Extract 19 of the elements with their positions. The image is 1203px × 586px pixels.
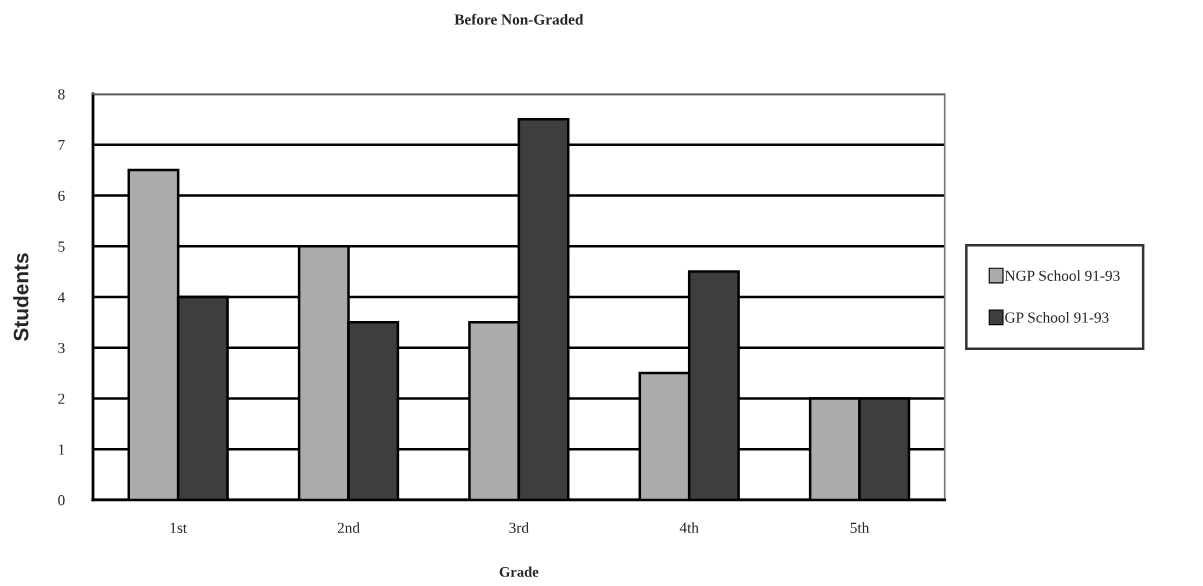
y-tick-label: 2 [58,393,65,404]
y-tick-label: 3 [58,342,65,354]
y-tick-label: 0 [58,495,65,506]
y-tick-label: 1 [58,444,65,455]
y-axis-title: Students [13,253,29,341]
y-tick-label: 4 [57,292,65,303]
x-tick-label: 1st [170,522,187,533]
chart-title: Before Non-Graded [454,13,584,25]
y-tick-label: 7 [58,140,65,151]
y-tick-label: 8 [58,89,65,100]
x-tick-label: 3rd [509,522,529,533]
y-tick-label: 5 [58,241,65,252]
y-tick-label: 6 [58,190,65,201]
x-tick-label: 2nd [337,522,360,533]
x-axis-title: Grade [499,566,539,577]
legend-label: GP School 91-93 [1005,311,1109,323]
x-tick-label: 4th [679,522,699,533]
x-tick-label: 5th [850,522,870,533]
legend-label: NGP School 91-93 [1004,270,1120,281]
